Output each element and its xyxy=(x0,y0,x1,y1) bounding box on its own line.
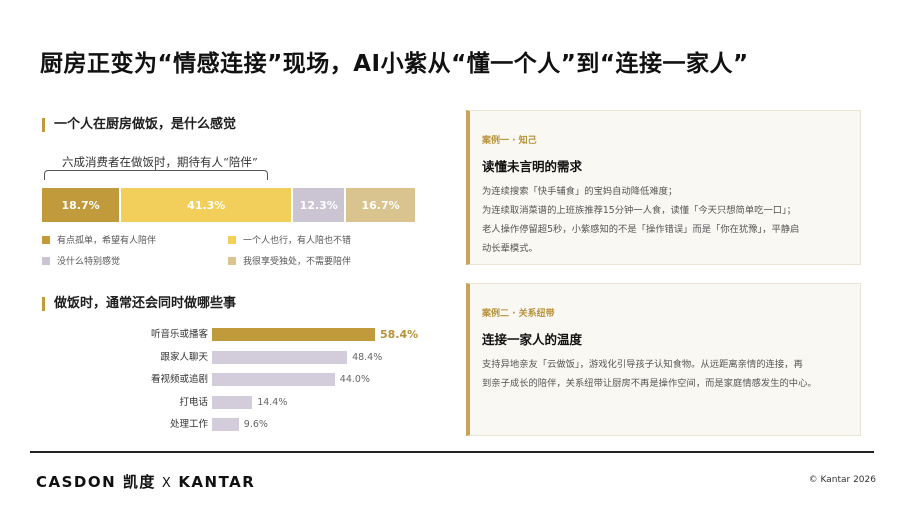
copyright-text: © Kantar 2026 xyxy=(808,475,876,485)
bar-row: 看视频或追剧 44.0% xyxy=(120,372,420,387)
case-card-line: 老人操作停留超5秒，小紫感知的不是「操作错误」而是「你在犹豫」，平静启 xyxy=(482,224,800,235)
bar-row: 听音乐或播客 58.4% xyxy=(120,327,420,342)
case-card-line: 支持异地亲友「云做饭」，游戏化引导孩子认知食物。从远距离亲情的连接，再 xyxy=(482,359,803,370)
legend-label: 有点孤单，希望有人陪伴 xyxy=(57,236,157,246)
case-card-2: 案例二 · 关系纽带 连接一家人的温度 支持异地亲友「云做饭」，游戏化引导孩子认… xyxy=(466,283,861,436)
bar xyxy=(212,395,253,409)
case-card-line: 到亲子成长的陪伴，关系纽带让厨房不再是操作空间，而是家庭情感发生的中心。 xyxy=(482,378,817,389)
legend-label: 一个人也行，有人陪也不错 xyxy=(243,236,352,246)
legend-label: 没什么特别感觉 xyxy=(57,257,121,267)
case-card-1: 案例一 · 知己 读懂未言明的需求 为连续搜索「快手辅食」的宝妈自动降低难度； … xyxy=(466,110,861,265)
bar-category-label: 跟家人聊天 xyxy=(160,351,208,363)
bar-category-label: 打电话 xyxy=(179,396,208,408)
legend-item: 我很享受独处，不需要陪伴 xyxy=(228,254,351,267)
bar-category-label: 处理工作 xyxy=(169,419,208,430)
legend-swatch xyxy=(42,256,50,265)
stacked-bar-chart: 18.7% 41.3% 12.3% 16.7% xyxy=(42,188,415,222)
bar-value-label: 9.6% xyxy=(243,419,268,430)
case-card-body: 支持异地亲友「云做饭」，游戏化引导孩子认知食物。从远距离亲情的连接，再 到亲子成… xyxy=(482,355,857,393)
bar xyxy=(212,373,335,386)
case-card-title: 读懂未言明的需求 xyxy=(482,159,583,174)
bar-category-label: 听音乐或播客 xyxy=(150,329,208,340)
bar xyxy=(212,350,348,364)
stacked-bar-segment: 16.7% xyxy=(346,188,415,222)
stacked-bar-segment: 12.3% xyxy=(293,188,345,222)
bar-value-label: 44.0% xyxy=(339,374,370,385)
stacked-bar-segment: 18.7% xyxy=(42,188,120,222)
case-card-line: 动长辈模式。 xyxy=(482,243,538,254)
bar-row: 处理工作 9.6% xyxy=(120,417,420,432)
legend-item: 一个人也行，有人陪也不错 xyxy=(228,233,351,246)
case-card-tag: 案例二 · 关系纽带 xyxy=(482,309,555,319)
section2-heading: 做饭时，通常还会同时做哪些事 xyxy=(42,297,236,311)
bar xyxy=(212,418,239,431)
legend-item: 有点孤单，希望有人陪伴 xyxy=(42,233,156,246)
companionship-annotation: 六成消费者在做饭时，期待有人“陪伴” xyxy=(62,155,258,169)
annotation-brace-tick xyxy=(155,164,156,170)
bar-value-label: 48.4% xyxy=(352,351,383,363)
case-card-title: 连接一家人的温度 xyxy=(482,332,583,347)
annotation-brace xyxy=(44,170,268,180)
brand-logos: CASDON 凯度 X KANTAR xyxy=(36,471,255,492)
case-card-tag: 案例一 · 知己 xyxy=(482,136,537,146)
legend-swatch xyxy=(228,256,236,265)
kantar-logo: KANTAR xyxy=(178,473,256,491)
page-title: 厨房正变为“情感连接”现场，AI小紫从“懂一个人”到“连接一家人” xyxy=(40,51,749,77)
legend-label: 我很享受独处，不需要陪伴 xyxy=(243,257,352,267)
case-card-line: 为连续搜索「快手辅食」的宝妈自动降低难度； xyxy=(482,186,678,197)
bar-category-label: 看视频或追剧 xyxy=(150,374,208,385)
casdon-logo: CASDON 凯度 xyxy=(36,473,156,491)
stacked-bar-segment: 41.3% xyxy=(121,188,292,222)
bar-row: 打电话 14.4% xyxy=(120,395,420,410)
legend-item: 没什么特别感觉 xyxy=(42,254,120,267)
case-card-line: 为连续取消菜谱的上班族推荐15分钟一人食，读懂「今天只想简单吃一口」； xyxy=(482,205,796,216)
logo-separator: X xyxy=(161,476,173,491)
section1-heading: 一个人在厨房做饭，是什么感觉 xyxy=(42,118,236,132)
case-card-body: 为连续搜索「快手辅食」的宝妈自动降低难度； 为连续取消菜谱的上班族推荐15分钟一… xyxy=(482,182,857,258)
bar-value-label: 58.4% xyxy=(380,328,419,341)
footer-divider xyxy=(30,451,874,453)
bar xyxy=(212,328,375,341)
legend-swatch xyxy=(42,235,50,244)
legend-swatch xyxy=(228,235,236,244)
bar-value-label: 14.4% xyxy=(257,396,288,408)
bar-row: 跟家人聊天 48.4% xyxy=(120,350,420,365)
